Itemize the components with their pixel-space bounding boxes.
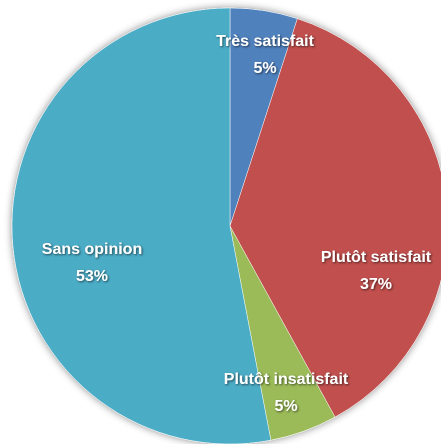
slice-category-label: Très satisfait xyxy=(216,33,315,50)
pie-slice xyxy=(11,7,272,444)
slice-category-label: Plutôt satisfait xyxy=(321,249,432,266)
slice-value-label: 53% xyxy=(76,268,108,285)
slice-value-label: 37% xyxy=(360,276,392,293)
slice-category-label: Sans opinion xyxy=(42,241,142,258)
pie xyxy=(11,7,441,444)
slice-value-label: 5% xyxy=(253,60,276,77)
pie-slice xyxy=(229,18,441,418)
slice-value-label: 5% xyxy=(274,398,297,415)
labels: Très satisfait 5% Plutôt satisfait 37% Plutô… xyxy=(42,33,432,415)
slice-category-label: Plutôt insatisfait xyxy=(224,371,349,388)
